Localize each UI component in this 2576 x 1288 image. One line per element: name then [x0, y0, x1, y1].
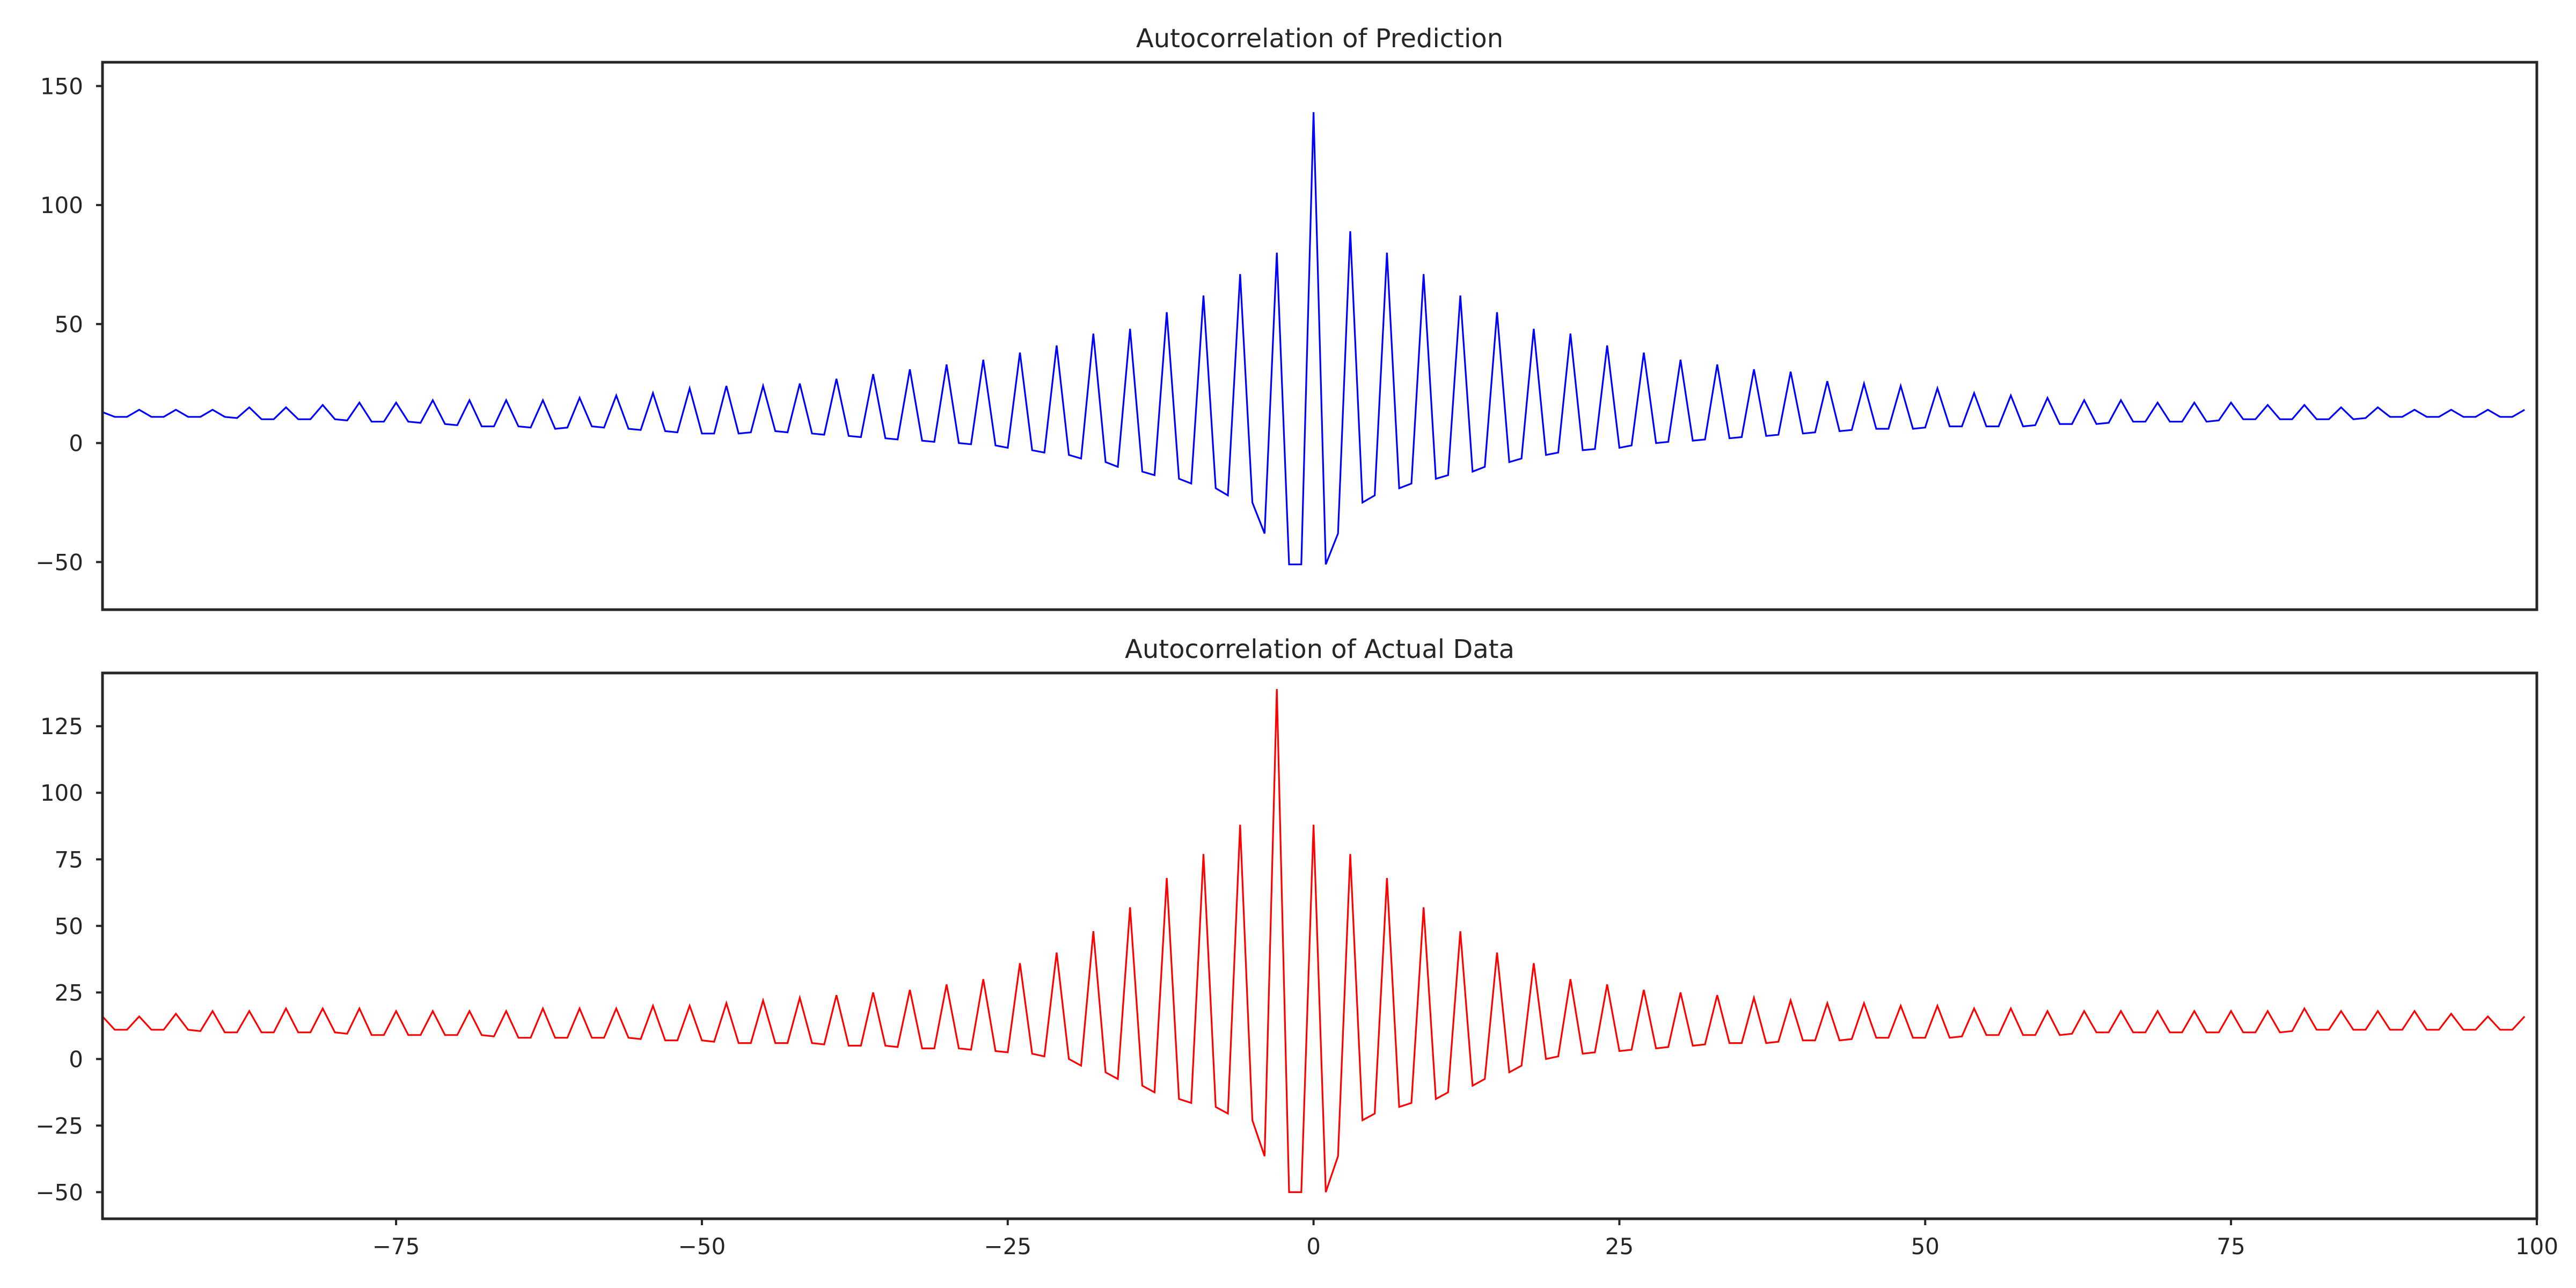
- actual-data-y-tick-label: 125: [40, 713, 83, 740]
- actual-data-x-tick-label: −25: [984, 1233, 1031, 1260]
- actual-data-x-tick-label: 0: [1306, 1233, 1321, 1260]
- prediction-chart-title: Autocorrelation of Prediction: [1136, 24, 1503, 54]
- actual-data-x-tick-label: 50: [1911, 1233, 1940, 1260]
- actual-data-series-line: [103, 689, 2526, 1193]
- prediction-y-tick-label: −50: [35, 549, 83, 575]
- actual-data-y-tick-label: 0: [69, 1046, 83, 1072]
- prediction-y-tick-label: 150: [40, 73, 83, 99]
- prediction-y-tick-label: 0: [69, 430, 83, 457]
- actual-data-x-tick-label: 100: [2515, 1233, 2558, 1260]
- actual-data-chart-title: Autocorrelation of Actual Data: [1125, 634, 1514, 664]
- prediction-series-line: [103, 112, 2526, 566]
- prediction-y-tick-label: 100: [40, 192, 83, 218]
- actual-data-x-tick-label: −50: [678, 1233, 726, 1260]
- actual-data-y-tick-label: 75: [55, 846, 83, 873]
- actual-data-y-tick-label: 25: [55, 979, 83, 1006]
- prediction-y-tick-label: 50: [55, 311, 83, 338]
- actual-data-y-tick-label: −50: [35, 1179, 83, 1205]
- prediction-panel: Autocorrelation of Prediction −50 0 50 100 15…: [35, 24, 2538, 611]
- actual-data-x-tick-label: −75: [372, 1233, 420, 1260]
- actual-data-x-tick-label: 75: [2216, 1233, 2245, 1260]
- actual-data-panel: Autocorrelation of Actual Data −50 −25 0 25 5…: [35, 634, 2558, 1260]
- actual-data-y-tick-label: 50: [55, 913, 83, 939]
- actual-data-y-tick-label: 100: [40, 780, 83, 806]
- actual-data-x-tick-label: 25: [1605, 1233, 1634, 1260]
- actual-data-y-tick-label: −25: [35, 1113, 83, 1139]
- prediction-axes-frame: [101, 61, 2538, 611]
- actual-data-axes-frame: [101, 671, 2538, 1220]
